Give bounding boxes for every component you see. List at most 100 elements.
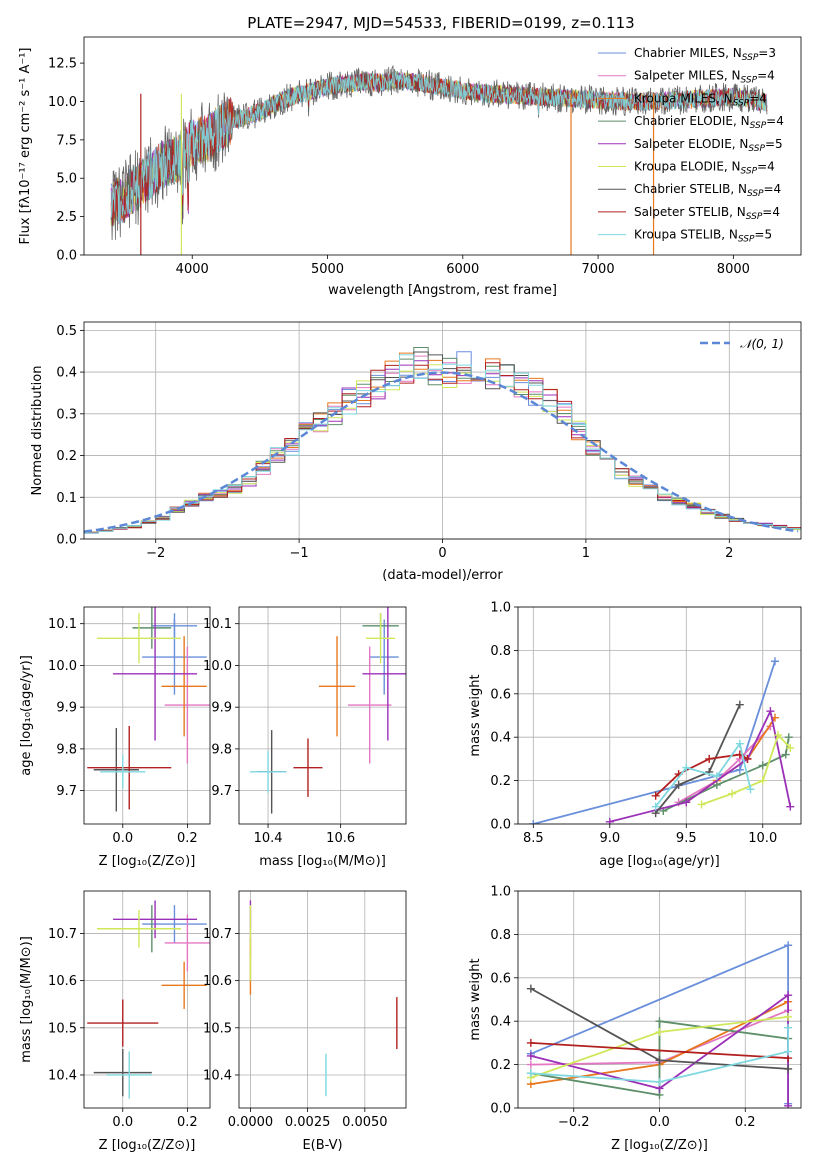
x-tick-label: 4000 (176, 262, 209, 277)
y-tick-label: 0.8 (490, 928, 511, 943)
age-vs-Z-panel-frame (83, 606, 211, 825)
y-tick-label: 2.5 (56, 210, 77, 225)
weight-point-marker (682, 763, 691, 772)
weight-point-marker (526, 1069, 535, 1078)
age-vs-Z-panel: 0.0 0.2 9.7 9.8 9.9 10.0 10.1 Z [log₁₀(Z/Z⊙)] ag… (19, 606, 211, 869)
y-tick-label: 0.0 (490, 818, 511, 833)
y-tick-label: 10.0 (203, 659, 232, 674)
mass-weight-vs-Z-panel-y-axis-label: mass weight (468, 958, 483, 1040)
spectrum-y-axis-label: Flux [fλ10⁻¹⁷ erg cm⁻² s⁻¹ A⁻¹] (18, 48, 33, 245)
mass-weight-vs-Z-panel-x-axis-label: Z [log₁₀(Z/Z⊙)] (611, 1138, 708, 1153)
mass-weight-vs-age-panel-y-axis-label: mass weight (468, 674, 483, 756)
x-tick-label: 9.0 (599, 831, 620, 846)
spectrum-lines (110, 64, 768, 255)
spectrum-panel: 4000 5000 6000 7000 8000 0.0 2.5 5.0 7.5 10.0 12.5… (18, 36, 802, 298)
weight-point-marker (746, 785, 755, 794)
y-tick-label: 5.0 (56, 172, 77, 187)
weight-series (529, 657, 795, 824)
y-tick-label: 0.3 (56, 407, 77, 422)
x-tick-label: 9.5 (676, 831, 697, 846)
weight-point-marker (735, 765, 744, 774)
weight-series (526, 941, 793, 1108)
y-tick-label: 1.0 (490, 885, 511, 900)
y-tick-label: 0.2 (490, 774, 511, 789)
y-tick-label: 10.6 (203, 974, 232, 989)
x-tick-label: 5000 (311, 262, 344, 277)
y-tick-label: 1.0 (490, 601, 511, 616)
gaussian-legend-label: 𝒩(0, 1) (740, 337, 784, 351)
y-tick-label: 0.0 (490, 1102, 511, 1117)
spectrum-x-axis-label: wavelength [Angstrom, rest frame] (328, 283, 557, 298)
legend-label: Kroupa MILES, NSSP=4 (634, 91, 767, 108)
legend-label: Salpeter MILES, NSSP=4 (634, 69, 775, 86)
y-tick-label: 10.5 (48, 1021, 77, 1036)
x-tick-label: 0.0050 (342, 1115, 388, 1130)
y-tick-label: 0.8 (490, 644, 511, 659)
weight-series-line (530, 1042, 789, 1059)
weight-point-marker (697, 800, 706, 809)
x-tick-label: 10.0 (748, 831, 777, 846)
mass-vs-EBV-panel-frame (238, 890, 407, 1109)
x-tick-label: 0.0025 (285, 1115, 331, 1130)
residuals-panel: −2 −1 0 1 2 0.0 0.1 0.2 0.3 0.4 0.5 (data-model)/er… (30, 321, 802, 583)
mass-vs-EBV-panel-x-axis-label: E(B-V) (302, 1138, 342, 1153)
x-tick-label: 8.5 (523, 831, 544, 846)
spectrum-legend: Chabrier MILES, NSSP=3 Salpeter MILES, NS… (598, 46, 784, 245)
x-tick-label: 0 (438, 546, 446, 561)
weight-series-line (655, 704, 741, 814)
weight-point-marker (784, 1101, 793, 1108)
y-tick-label: 0.2 (490, 1058, 511, 1073)
y-tick-label: 10.0 (48, 659, 77, 674)
y-tick-label: 0.4 (490, 731, 511, 746)
weight-point-marker (784, 1064, 793, 1073)
mass-vs-Z-panel-x-axis-label: Z [log₁₀(Z/Z⊙)] (99, 1138, 196, 1153)
spectrum-series-line (110, 71, 768, 225)
age-vs-Z-panel-x-axis-label: Z [log₁₀(Z/Z⊙)] (99, 854, 196, 869)
weight-point-marker (784, 1023, 793, 1032)
y-tick-label: 10.7 (48, 927, 77, 942)
weight-point-marker (770, 657, 779, 666)
errorbar-points (87, 900, 210, 1099)
weight-point-marker (655, 1017, 664, 1026)
x-tick-label: 0.2 (735, 1115, 756, 1130)
mass-vs-Z-panel: 0.0 0.2 10.4 10.5 10.6 10.7 Z [log₁₀(Z/Z⊙)] mas… (19, 890, 211, 1153)
legend-label: Kroupa STELIB, NSSP=5 (634, 228, 772, 245)
residuals-axes-frame (83, 321, 802, 540)
mass-weight-vs-Z-panel-frame (517, 890, 802, 1109)
mass-vs-Z-panel-y-axis-label: mass [log₁₀(M/M⊙)] (19, 936, 34, 1063)
weight-point-marker (705, 754, 714, 763)
x-tick-label: 0.0 (112, 1115, 133, 1130)
weight-point-marker (682, 798, 691, 807)
weight-point-marker (712, 772, 721, 781)
x-tick-label: 0.2 (177, 831, 198, 846)
y-tick-label: 12.5 (48, 57, 77, 72)
legend-label: Chabrier STELIB, NSSP=4 (634, 182, 781, 199)
weight-point-marker (758, 761, 767, 770)
mass-weight-vs-age-panel-frame (517, 606, 802, 825)
weight-point-marker (743, 754, 752, 763)
errorbar-points (87, 607, 210, 812)
weight-point-marker (766, 707, 775, 716)
residual-histogram-step (84, 351, 801, 534)
weight-point-marker (735, 739, 744, 748)
y-tick-label: 0.2 (56, 449, 77, 464)
y-tick-label: 10.1 (48, 617, 77, 632)
figure-title: PLATE=2947, MJD=54533, FIBERID=0199, z=0… (247, 14, 634, 32)
residual-histograms (84, 347, 801, 534)
weight-point-marker (651, 802, 660, 811)
weight-point-marker (784, 1047, 793, 1056)
weight-point-marker (655, 1028, 664, 1037)
residual-histogram-step (84, 362, 801, 533)
y-tick-label: 9.9 (56, 701, 77, 716)
x-tick-label: 0.2 (177, 1115, 198, 1130)
y-tick-label: 0.5 (56, 324, 77, 339)
y-tick-label: 0.6 (490, 971, 511, 986)
weight-point-marker (786, 744, 795, 753)
mass-vs-EBV-panel: 0.0000 0.0025 0.0050 10.4 10.5 10.6 10.7 E(B-V) (203, 890, 407, 1153)
y-tick-label: 0.6 (490, 687, 511, 702)
weight-point-marker (784, 941, 793, 950)
weight-point-marker (758, 776, 767, 785)
y-tick-label: 0.1 (56, 491, 77, 506)
weight-point-marker (735, 700, 744, 709)
